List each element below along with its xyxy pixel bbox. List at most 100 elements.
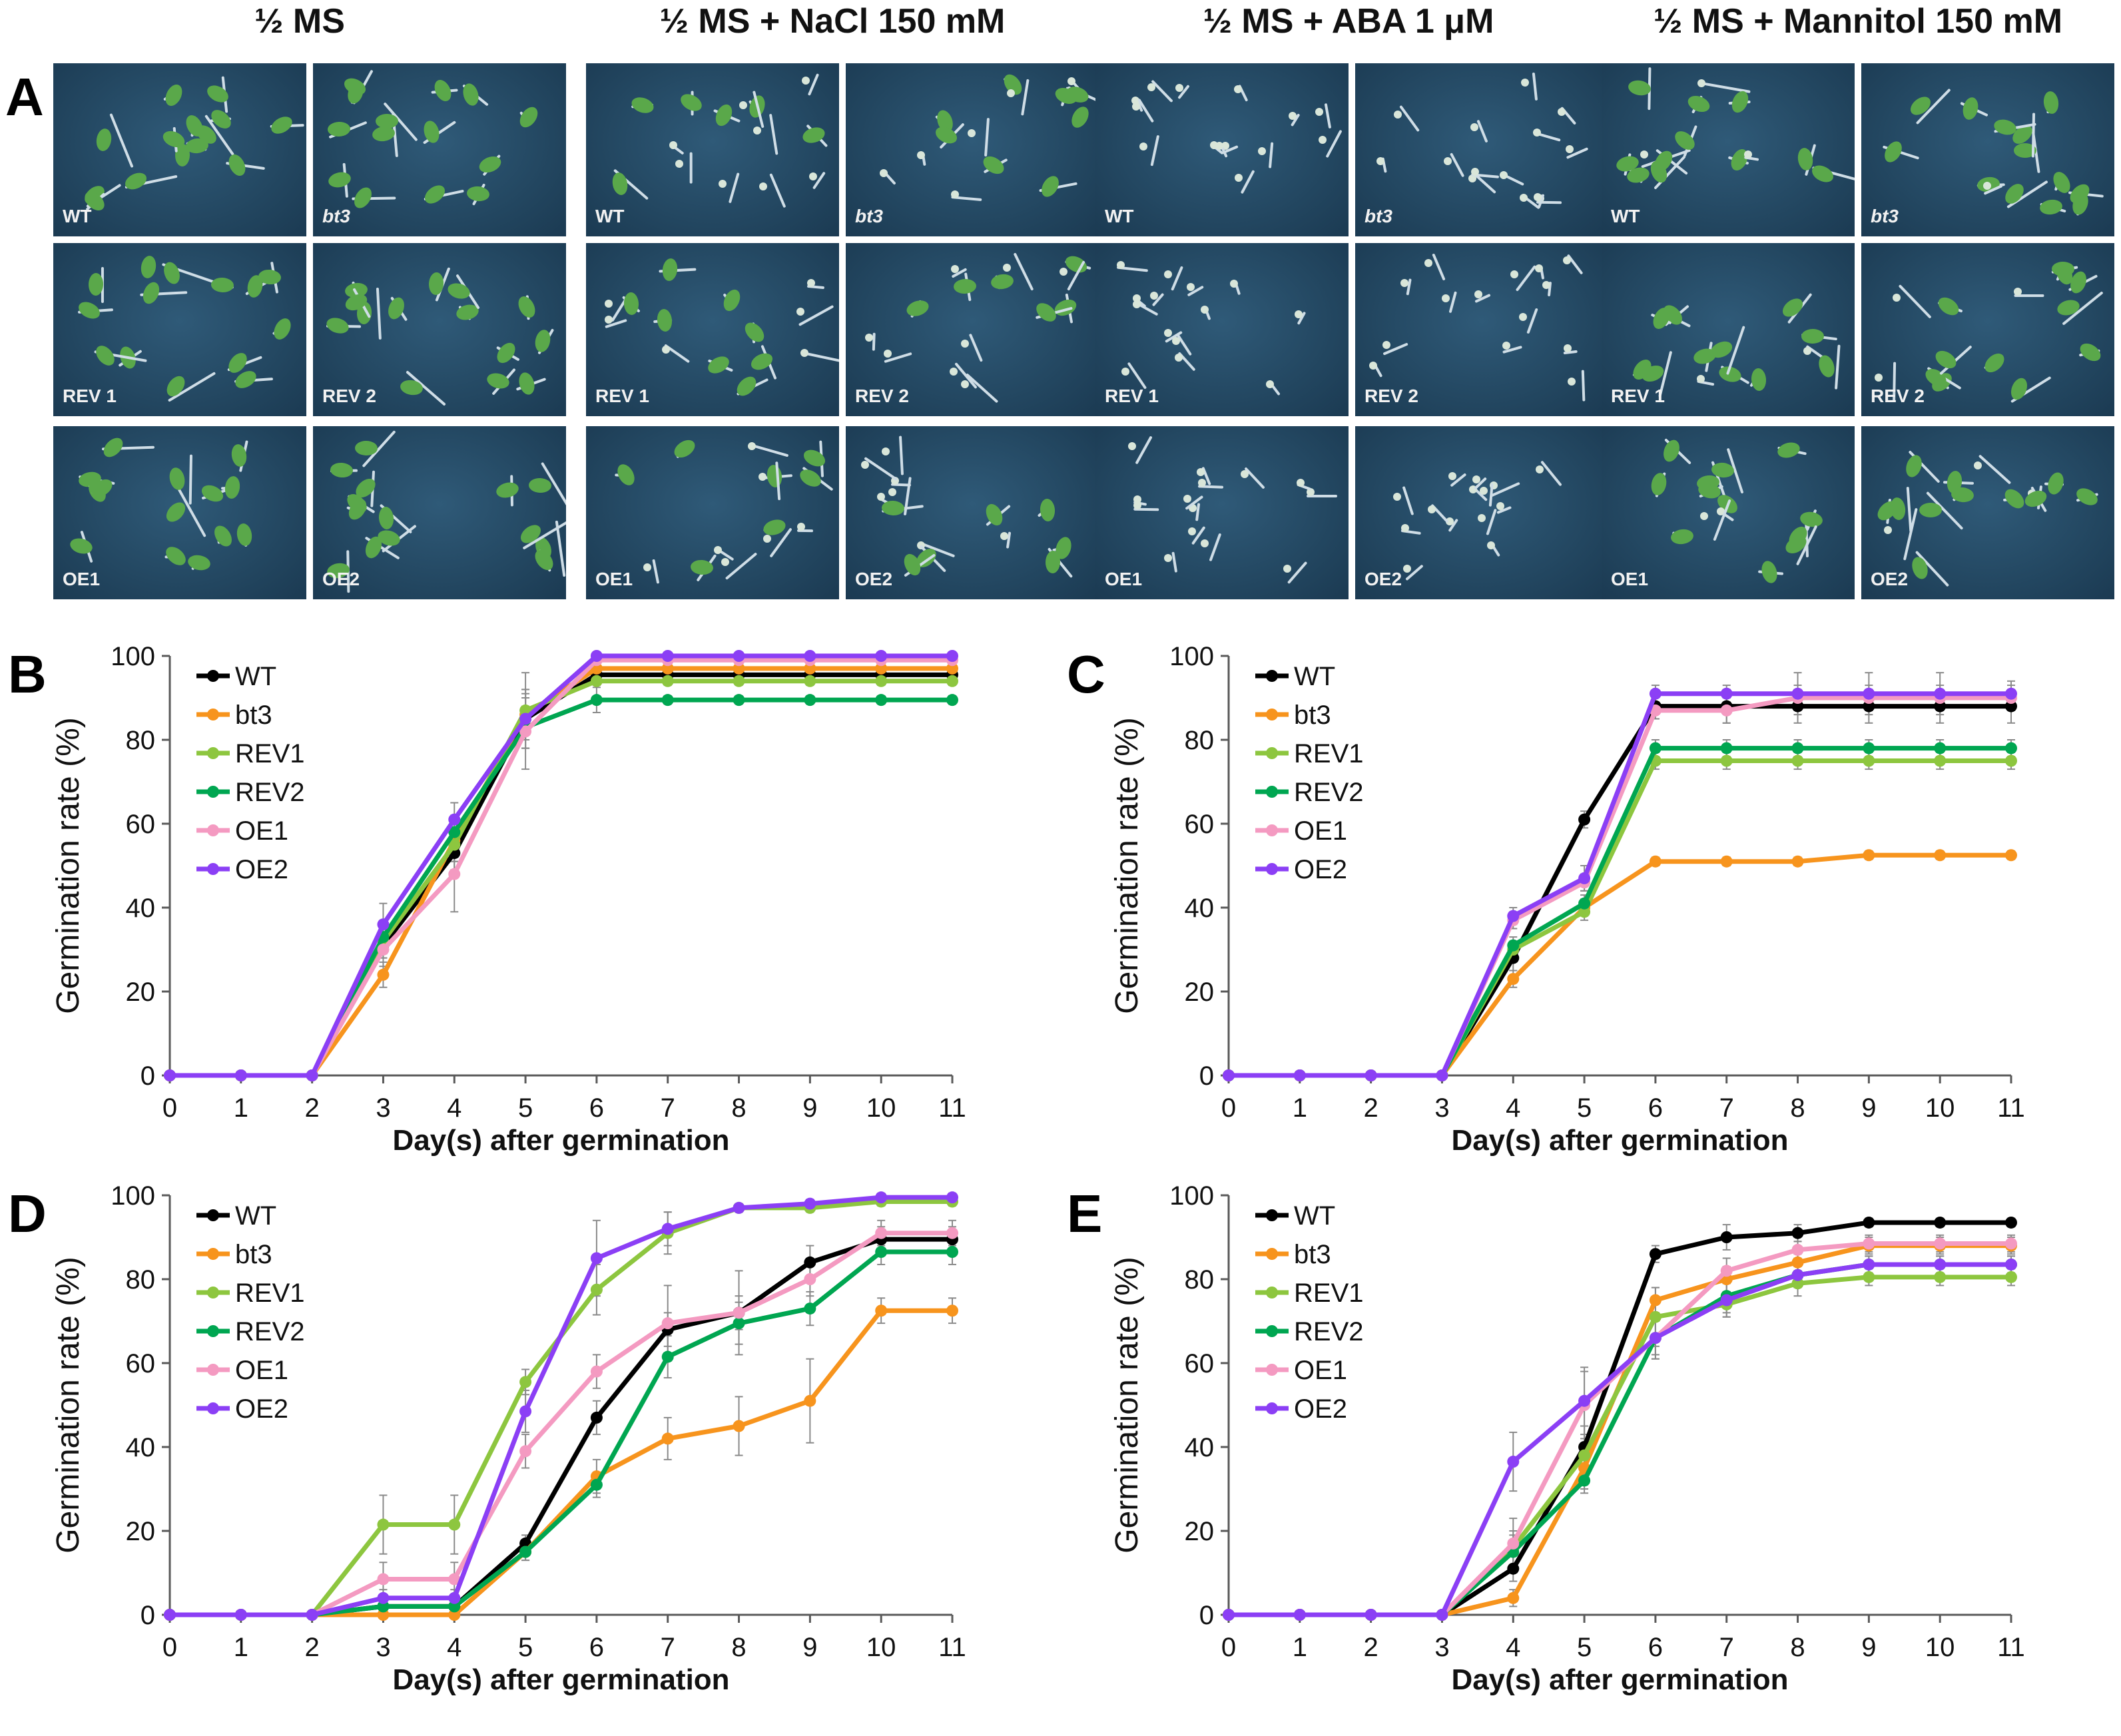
seedling-seed xyxy=(604,300,613,308)
x-tick-label: 8 xyxy=(731,1633,746,1662)
data-point-rev2 xyxy=(946,694,958,707)
data-point-oe2 xyxy=(1507,1456,1520,1468)
seedling-leaf xyxy=(1685,93,1713,115)
panel-letter: C xyxy=(1067,645,1105,704)
data-point-bt3 xyxy=(804,1394,816,1407)
legend-entry: WT xyxy=(235,1201,276,1231)
data-point-oe2 xyxy=(519,713,532,725)
seedling-seed xyxy=(864,333,873,342)
seedling-seed xyxy=(763,535,772,543)
seedling-seed xyxy=(1393,492,1402,501)
tile-genotype-label: WT xyxy=(1105,206,1134,226)
legend-entry: OE2 xyxy=(1294,855,1347,884)
legend-swatch-marker xyxy=(207,824,219,836)
seedling-seed xyxy=(1201,305,1209,314)
legend-entry: bt3 xyxy=(1294,701,1331,730)
legend-swatch-marker xyxy=(1266,747,1278,759)
seedling-leaf xyxy=(952,278,977,294)
data-point-rev1 xyxy=(1791,1277,1804,1290)
data-point-oe2 xyxy=(875,650,888,662)
seedling-seed xyxy=(1131,103,1140,111)
data-point-oe1 xyxy=(1507,1537,1520,1550)
seedling-seed xyxy=(1006,89,1015,97)
series-line-oe2 xyxy=(170,653,952,1078)
legend-swatch-marker xyxy=(1266,1364,1278,1376)
seedling-seed xyxy=(1258,147,1267,156)
series-line-bt3 xyxy=(1229,852,2011,1078)
data-point-oe2 xyxy=(1364,1609,1377,1621)
seedling-seed xyxy=(1315,108,1323,117)
seedling-seed xyxy=(881,447,890,456)
seedling-leaf xyxy=(765,463,783,489)
seedling-seed xyxy=(1563,344,1572,353)
tile-genotype-label: OE1 xyxy=(63,569,101,589)
seedling-seed xyxy=(1002,264,1011,272)
data-point-oe2 xyxy=(1578,1394,1591,1407)
seedling-root xyxy=(1582,370,1586,402)
seedling-leaf xyxy=(494,480,521,500)
seedling-seed xyxy=(1121,368,1129,376)
seedling-seed xyxy=(877,492,886,501)
seedling-seed xyxy=(1163,270,1172,278)
seedling-seed xyxy=(675,160,683,168)
seedling-leaf xyxy=(204,81,232,106)
seedling-seed xyxy=(1803,347,1811,356)
series-line-oe2 xyxy=(170,1195,952,1617)
seedling-seed xyxy=(1496,501,1504,510)
seedling-seed xyxy=(1510,270,1518,278)
tile-genotype-label: WT xyxy=(63,206,92,226)
seedling-leaf xyxy=(1919,503,1942,518)
seedling-leaf xyxy=(2055,298,2081,318)
seedling-leaf xyxy=(1776,439,1802,460)
data-point-rev1 xyxy=(1649,1310,1662,1323)
data-point-rev2 xyxy=(875,1246,888,1259)
legend-swatch-marker xyxy=(1266,1209,1278,1221)
seedling-leaf xyxy=(705,352,732,377)
y-tick-label: 100 xyxy=(111,1181,155,1211)
seedling-seed xyxy=(1568,377,1576,386)
y-tick-label: 100 xyxy=(111,642,155,671)
seedling-root xyxy=(1209,533,1222,562)
seedling-photo-tile: OE2 xyxy=(313,426,566,599)
data-point-oe2 xyxy=(661,1223,674,1235)
seedling-leaf xyxy=(162,82,186,109)
data-point-oe2 xyxy=(875,1191,888,1204)
seedling-seed xyxy=(1174,353,1183,362)
seedling-seed xyxy=(669,141,677,149)
x-tick-label: 10 xyxy=(866,1633,896,1662)
legend-entry: bt3 xyxy=(235,701,272,730)
seedling-seed xyxy=(718,179,727,188)
seedling-seed xyxy=(1400,524,1409,533)
data-point-wt xyxy=(2005,1216,2017,1229)
seedling-leaf xyxy=(235,522,254,547)
seedling-root xyxy=(1150,135,1160,166)
legend-swatch-marker xyxy=(1266,1325,1278,1337)
data-point-rev2 xyxy=(875,694,888,707)
x-tick-label: 11 xyxy=(938,1633,966,1662)
data-point-oe1 xyxy=(1791,1243,1804,1256)
seedling-seed xyxy=(1127,441,1136,450)
y-tick-label: 0 xyxy=(141,1601,155,1630)
x-tick-label: 2 xyxy=(1364,1633,1378,1662)
data-point-oe2 xyxy=(1223,1609,1235,1621)
legend-swatch-marker xyxy=(1266,786,1278,798)
x-tick-label: 4 xyxy=(447,1633,461,1662)
seedling-leaf xyxy=(629,95,656,116)
seedling-seed xyxy=(1183,495,1192,503)
seedling-leaf xyxy=(428,272,444,296)
seedling-leaf xyxy=(326,170,352,190)
seedling-leaf xyxy=(904,297,931,319)
seedling-root xyxy=(1013,252,1034,292)
seedling-seed xyxy=(806,278,815,287)
data-point-rev2 xyxy=(1578,897,1591,910)
x-tick-label: 5 xyxy=(1577,1633,1592,1662)
seedling-seed xyxy=(1696,375,1705,384)
data-point-bt3 xyxy=(804,662,816,675)
seedling-seed xyxy=(801,77,810,85)
data-point-rev2 xyxy=(1791,742,1804,754)
seedling-seed xyxy=(1562,256,1571,265)
seedling-photo-tile: WT xyxy=(586,63,839,236)
seedling-root xyxy=(1834,344,1841,390)
x-axis-label: Day(s) after germination xyxy=(392,1663,729,1696)
data-point-oe2 xyxy=(1649,687,1662,700)
